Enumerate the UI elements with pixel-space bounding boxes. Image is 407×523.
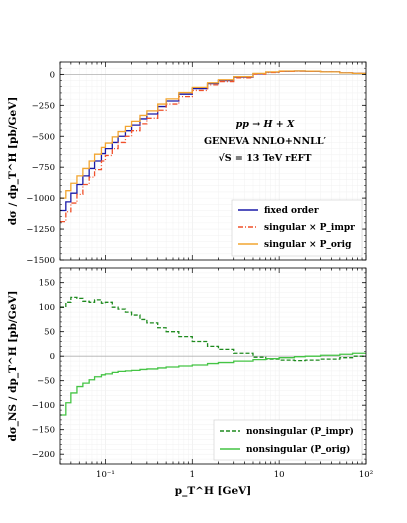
legend-label-nonsingular-impr: nonsingular (P_impr)	[246, 426, 354, 437]
bottom-panel: 150 100 50 0 −50 −100 −150 −200 10⁻¹ 1 10 10² dσ_N…	[7, 267, 373, 498]
xtick-label: 10⁻¹	[96, 470, 115, 480]
legend-label-nonsingular-orig: nonsingular (P_orig)	[246, 444, 350, 455]
top-ytick-label: −750	[32, 163, 55, 173]
top-series-2	[60, 70, 366, 199]
top-legend: fixed order singular × P_impr singular ×…	[231, 199, 363, 257]
bottom-ytick-label: 50	[44, 328, 55, 338]
xtick-label: 10	[274, 470, 285, 480]
legend-label-singular-orig: singular × P_orig	[264, 240, 352, 250]
bottom-series-1	[60, 352, 366, 416]
bottom-x-ticks: 10⁻¹ 1 10 10²	[59, 268, 373, 480]
xtick-label: 10²	[359, 470, 373, 480]
top-ytick-label: −1000	[26, 194, 55, 204]
legend-label-singular-impr: singular × P_impr	[264, 223, 355, 233]
top-ytick-label: −500	[32, 132, 55, 142]
top-ytick-label: −250	[32, 101, 55, 111]
bottom-ytick-label: −100	[32, 401, 55, 411]
top-ytick-label: 0	[50, 70, 55, 80]
bottom-ytick-label: 0	[50, 352, 55, 362]
bottom-ytick-label: −150	[32, 426, 55, 436]
bottom-y-ticks: 150 100 50 0 −50 −100 −150 −200	[32, 267, 366, 465]
bottom-ytick-label: 100	[39, 303, 55, 313]
bottom-legend: nonsingular (P_impr) nonsingular (P_orig…	[213, 419, 363, 461]
top-y-axis-label: dσ / dp_T^H [pb/GeV]	[7, 97, 20, 226]
bottom-y-axis-label: dσ_NS / dp_T^H [pb/GeV]	[7, 290, 20, 441]
x-axis-label: p_T^H [GeV]	[175, 485, 252, 498]
top-panel: 0 −250 −500 −750 −1000 −1250 −1500 dσ / dp_T^H…	[7, 61, 367, 266]
top-y-ticks: 0 −250 −500 −750 −1000 −1250 −1500	[26, 61, 366, 266]
bottom-grid	[59, 267, 367, 465]
top-x-ticks	[59, 62, 367, 260]
bottom-series-group	[60, 296, 366, 416]
bottom-series-0	[60, 296, 366, 362]
legend-label-fixed-order: fixed order	[264, 206, 319, 216]
bottom-ytick-label: 150	[39, 279, 55, 289]
bottom-ytick-label: −200	[32, 450, 55, 460]
top-ytick-label: −1250	[26, 225, 55, 235]
top-series-group	[60, 70, 366, 223]
top-ytick-label: −1500	[26, 256, 55, 266]
annotation-energy: √S = 13 TeV rEFT	[219, 153, 312, 164]
xtick-label: 1	[190, 470, 195, 480]
bottom-ytick-label: −50	[37, 377, 55, 387]
annotation-process: pp → H + X	[236, 119, 295, 130]
annotation-generator: GENEVA NNLO+NNLL′	[204, 136, 327, 147]
top-annotation: pp → H + X GENEVA NNLO+NNLL′ √S = 13 TeV…	[204, 119, 327, 164]
bottom-legend-box	[213, 419, 363, 461]
